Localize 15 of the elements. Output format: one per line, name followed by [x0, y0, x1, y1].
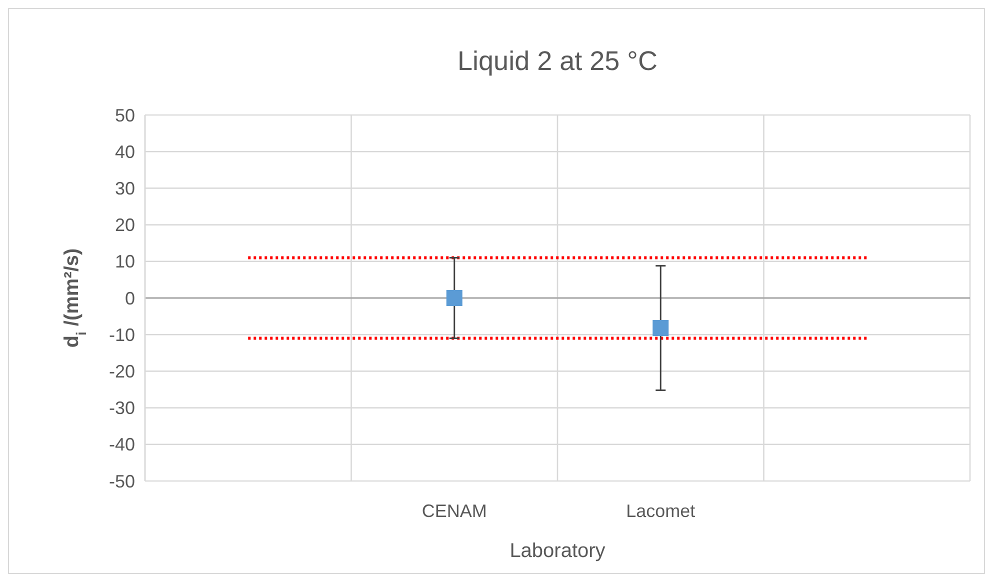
y-tick-label: -50 — [108, 471, 135, 492]
y-tick-label: 10 — [114, 252, 135, 272]
y-tick-label: 50 — [114, 105, 135, 126]
y-tick-label: 30 — [114, 178, 135, 198]
y-tick-label: 40 — [114, 142, 135, 162]
y-tick-label: -30 — [108, 398, 135, 418]
x-tick-label: CENAM — [422, 501, 487, 521]
y-tick-label: -40 — [108, 434, 135, 455]
chart-title: Liquid 2 at 25 °C — [458, 46, 658, 76]
y-tick-label: 0 — [124, 288, 135, 308]
x-axis-title: Laboratory — [510, 540, 606, 562]
y-tick-label: 20 — [114, 215, 135, 236]
y-tick-label: -10 — [108, 324, 135, 345]
y-tick-label: -20 — [108, 362, 135, 382]
x-tick-label: Lacomet — [626, 501, 696, 521]
